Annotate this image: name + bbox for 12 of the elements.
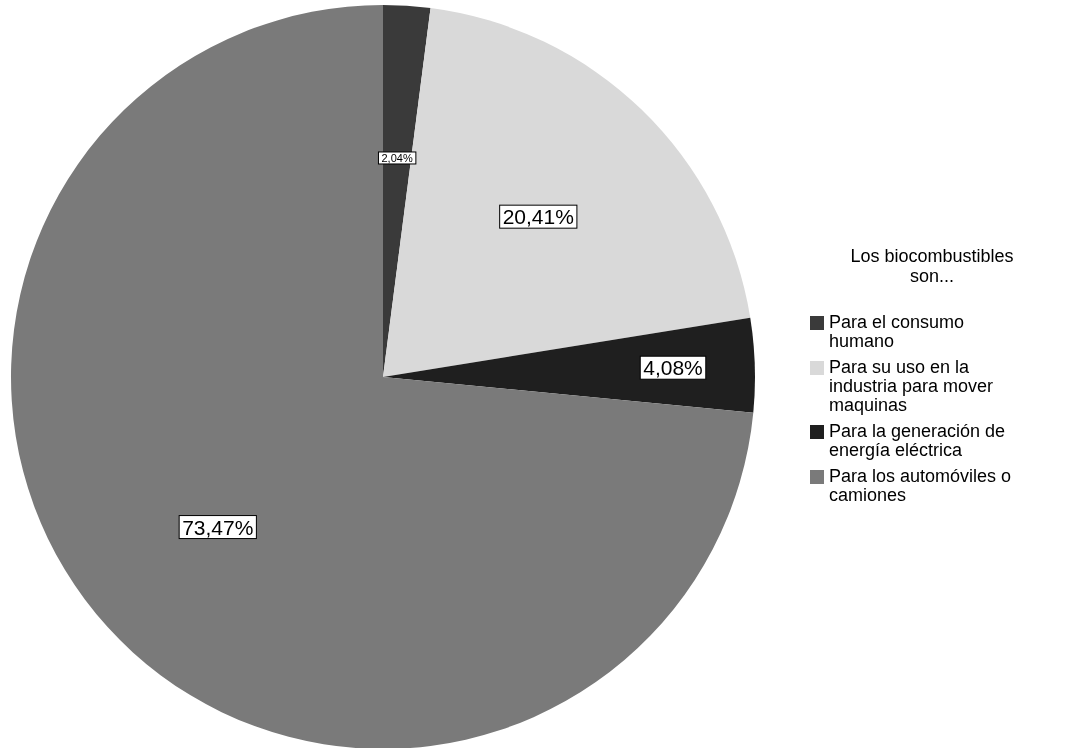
pie-slice	[383, 8, 751, 377]
legend-label: Para los automóviles o camiones	[829, 466, 1012, 505]
legend-title: Los biocombustibles son...	[850, 246, 1014, 286]
pie-slice	[383, 317, 755, 413]
data-label: 73,47%	[182, 515, 254, 539]
legend-label: Para su uso en la industria para mover maquinas	[829, 357, 994, 415]
data-label: 4,08%	[643, 356, 703, 380]
data-label: 20,41%	[502, 205, 574, 229]
pie-slice	[11, 5, 754, 748]
data-label: 2,04%	[381, 151, 413, 164]
legend-label: Para el consumo humano	[829, 312, 965, 351]
legend-label: Para la generación de energía eléctrica	[829, 421, 1006, 460]
